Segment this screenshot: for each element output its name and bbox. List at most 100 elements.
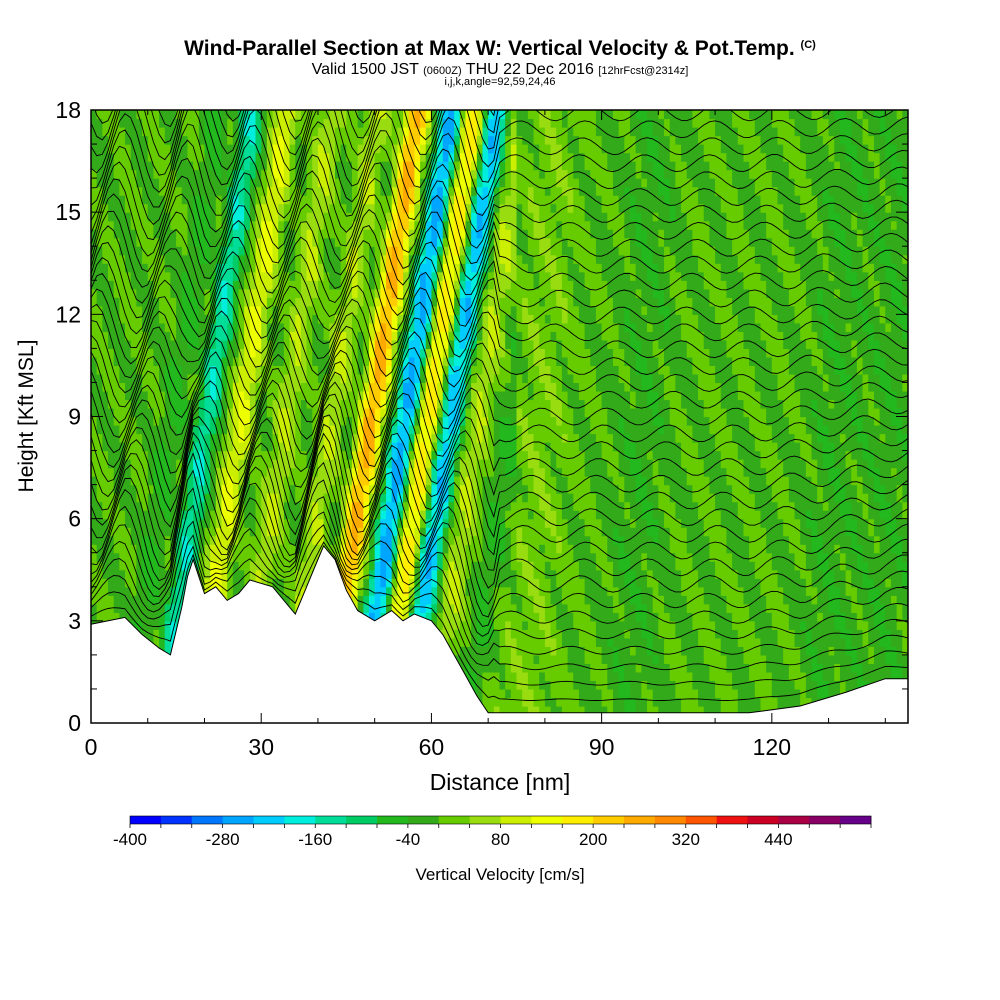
velocity-cell <box>261 407 268 418</box>
velocity-cell <box>176 288 183 298</box>
velocity-cell <box>96 297 103 307</box>
velocity-cell <box>153 365 160 375</box>
velocity-cell <box>300 484 308 494</box>
velocity-cell <box>351 425 359 435</box>
velocity-cell <box>272 407 279 418</box>
velocity-cell <box>91 484 98 494</box>
velocity-cell <box>153 501 160 511</box>
velocity-cell <box>363 578 370 588</box>
velocity-cell <box>454 416 461 426</box>
velocity-cell <box>221 288 228 298</box>
velocity-cell <box>215 484 223 494</box>
velocity-cell <box>442 493 450 503</box>
velocity-cell <box>198 399 206 409</box>
velocity-cell <box>278 510 285 520</box>
velocity-cell <box>221 544 228 554</box>
velocity-cell <box>244 246 251 256</box>
velocity-cell <box>113 569 120 579</box>
velocity-cell <box>96 280 103 290</box>
velocity-cell <box>420 476 427 486</box>
velocity-cell <box>369 552 376 562</box>
velocity-cell <box>164 646 172 656</box>
velocity-cell <box>374 246 381 256</box>
velocity-cell <box>397 518 404 528</box>
velocity-cell <box>471 544 478 554</box>
velocity-cell <box>96 331 103 341</box>
velocity-cell <box>153 382 160 392</box>
velocity-cell <box>187 382 194 392</box>
velocity-cell <box>476 237 484 247</box>
velocity-cell <box>136 527 143 537</box>
velocity-cell <box>391 280 398 290</box>
velocity-cell <box>136 220 143 230</box>
velocity-cell <box>136 425 143 435</box>
velocity-cell <box>351 322 359 332</box>
velocity-cell <box>193 297 200 307</box>
velocity-cell <box>125 373 132 384</box>
velocity-cell <box>295 229 302 239</box>
velocity-cell <box>374 552 381 562</box>
velocity-cell <box>227 476 234 486</box>
velocity-cell <box>312 501 319 511</box>
velocity-cell <box>391 484 398 494</box>
velocity-cell <box>261 322 268 332</box>
velocity-cell <box>442 595 450 605</box>
velocity-cell <box>403 237 410 247</box>
velocity-cell <box>283 288 291 298</box>
velocity-cell <box>193 493 200 503</box>
velocity-cell <box>369 297 376 307</box>
velocity-cell <box>181 161 189 171</box>
velocity-cell <box>465 578 472 588</box>
velocity-cell <box>102 612 109 622</box>
velocity-cell <box>91 459 98 469</box>
velocity-cell <box>261 288 268 298</box>
velocity-cell <box>454 356 461 367</box>
velocity-cell <box>204 348 211 358</box>
velocity-cell <box>346 254 353 264</box>
velocity-cell <box>113 127 120 137</box>
velocity-cell <box>147 518 155 528</box>
velocity-cell <box>346 407 353 418</box>
velocity-cell <box>181 280 189 290</box>
velocity-cell <box>255 510 262 520</box>
velocity-cell <box>119 169 126 179</box>
velocity-cell <box>164 518 172 528</box>
velocity-cell <box>176 595 183 605</box>
velocity-cell <box>454 493 461 503</box>
velocity-cell <box>442 339 450 349</box>
velocity-cell <box>420 603 427 613</box>
velocity-cell <box>266 203 274 213</box>
velocity-cell <box>300 280 308 290</box>
velocity-cell <box>232 450 240 460</box>
velocity-cell <box>221 484 228 494</box>
velocity-cell <box>346 399 353 409</box>
velocity-cell <box>272 561 279 571</box>
velocity-cell <box>272 297 279 307</box>
velocity-cell <box>108 510 115 520</box>
velocity-cell <box>369 195 376 205</box>
velocity-cell <box>232 365 240 375</box>
velocity-cell <box>386 331 393 341</box>
velocity-cell <box>465 195 472 205</box>
velocity-cell <box>261 110 268 120</box>
velocity-cell <box>187 135 194 145</box>
velocity-cell <box>215 305 223 315</box>
velocity-cell <box>448 152 455 162</box>
velocity-cell <box>471 178 478 188</box>
velocity-cell <box>437 544 444 554</box>
velocity-cell <box>125 578 132 588</box>
velocity-cell <box>232 399 240 409</box>
velocity-cell <box>425 229 433 239</box>
velocity-cell <box>476 169 484 179</box>
velocity-cell <box>238 297 245 307</box>
velocity-cell <box>187 365 194 375</box>
velocity-cell <box>215 271 223 281</box>
velocity-cell <box>357 127 364 137</box>
velocity-cell <box>232 118 240 128</box>
velocity-cell <box>266 459 274 469</box>
velocity-cell <box>386 246 393 256</box>
velocity-cell <box>164 637 172 647</box>
velocity-cell <box>306 271 313 281</box>
velocity-cell <box>102 595 109 605</box>
